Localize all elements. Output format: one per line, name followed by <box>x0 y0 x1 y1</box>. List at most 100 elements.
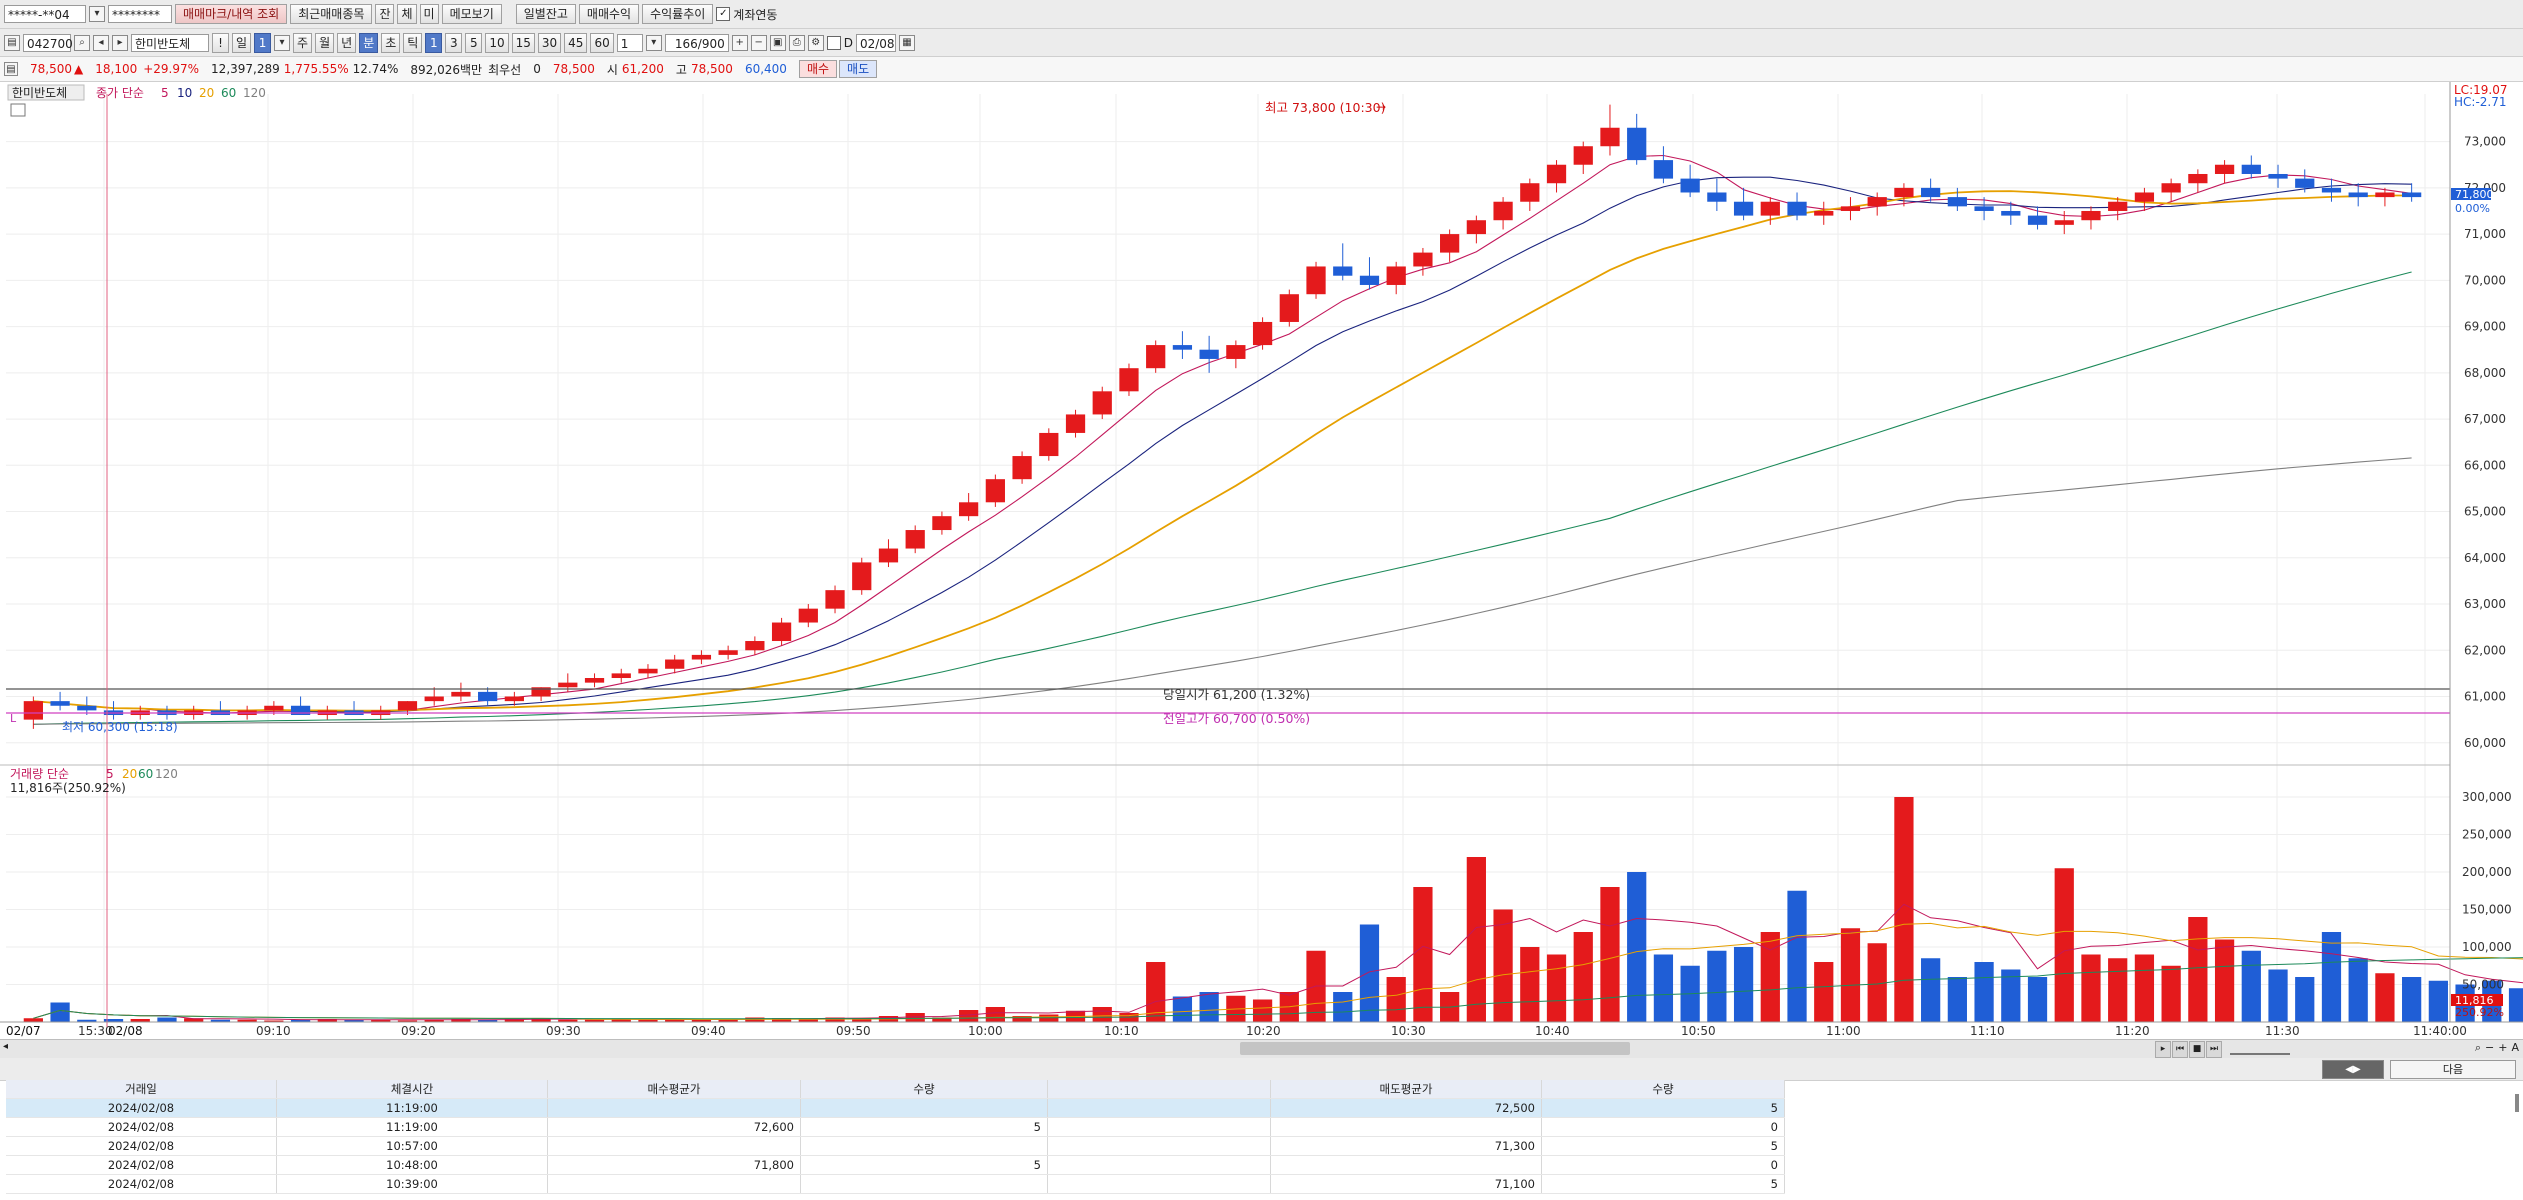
account-field[interactable]: *****-**04 <box>4 5 86 23</box>
search-icon[interactable]: ⌕ <box>74 35 90 51</box>
candle-body <box>1092 391 1112 415</box>
dropdown-icon[interactable]: ▾ <box>274 35 291 51</box>
trade-mark-query-button[interactable]: 매매마크/내역 조회 <box>175 4 288 24</box>
toggle-icon[interactable]: ◀▶ <box>2322 1060 2384 1079</box>
quote-menu-icon[interactable]: ▤ <box>4 62 18 76</box>
calendar-icon[interactable]: ▦ <box>898 35 915 51</box>
symbol-toolbar: ▤ 042700 ⌕ ◂ ▸ 한미반도체 ! 일 1 ▾ 주 월 년 분 초 틱… <box>0 29 2523 57</box>
table-row[interactable]: 2024/02/08 10:39:00 71,100 5 <box>6 1174 1785 1194</box>
candle-body <box>1440 234 1460 253</box>
period-day-button[interactable]: 일 <box>232 33 252 53</box>
minute-5-button[interactable]: 5 <box>465 33 483 53</box>
period-year-button[interactable]: 년 <box>337 33 357 53</box>
minute-15-button[interactable]: 15 <box>511 33 535 53</box>
minute-3-button[interactable]: 3 <box>445 33 463 53</box>
stop-icon[interactable]: ■ <box>2189 1041 2205 1058</box>
volume-bar <box>1600 887 1620 1022</box>
candle-body <box>1894 187 1914 198</box>
candle-body <box>2214 164 2235 174</box>
zoom-in-icon[interactable]: + <box>731 35 748 51</box>
candle-body <box>1680 178 1700 193</box>
scroll-left-icon[interactable]: ◂ <box>3 1041 9 1052</box>
next-button[interactable]: 다음 <box>2390 1060 2516 1079</box>
price-chart[interactable]: 73,000 72,000 71,000 70,000 69,000 68,000 67,0… <box>0 82 2523 1039</box>
col-buy-avg[interactable]: 매수평균가 <box>547 1080 801 1099</box>
minute-1-button[interactable]: 1 <box>425 33 443 53</box>
table-row[interactable]: 2024/02/08 11:19:00 72,500 5 <box>6 1098 1785 1118</box>
gear-icon[interactable]: ⚙ <box>807 35 824 51</box>
candle-body <box>985 479 1005 503</box>
unfilled-tab[interactable]: 미 <box>419 4 439 24</box>
minute-10-button[interactable]: 10 <box>485 33 509 53</box>
daily-balance-button[interactable]: 일별잔고 <box>515 4 576 24</box>
period-minute-button[interactable]: 분 <box>359 33 379 53</box>
chart-menu-icon[interactable]: ▤ <box>4 35 20 51</box>
filled-tab[interactable]: 체 <box>397 4 417 24</box>
volume-bar <box>1012 1016 1032 1022</box>
current-price-tag: 71,800 <box>2455 188 2494 201</box>
candle-body <box>478 691 498 702</box>
col-sell-qty[interactable]: 수량 <box>1541 1080 1785 1099</box>
minute-60-button[interactable]: 60 <box>590 33 614 53</box>
plus-icon[interactable]: + <box>2498 1041 2508 1054</box>
candle-body <box>1520 183 1540 202</box>
dropdown-icon[interactable]: ▾ <box>645 35 662 51</box>
minus-icon[interactable]: − <box>2485 1041 2495 1054</box>
volume-bar <box>478 1019 498 1022</box>
magnifier-icon[interactable]: ⌕ <box>2474 1041 2482 1054</box>
prev-symbol-icon[interactable]: ◂ <box>93 35 109 51</box>
ma120-line <box>33 457 2412 725</box>
col-sell-avg[interactable]: 매도평균가 <box>1270 1080 1542 1099</box>
recent-trades-button[interactable]: 최근매매종목 <box>290 4 373 24</box>
col-trade-date[interactable]: 거래일 <box>6 1080 277 1099</box>
volume-bar <box>2268 969 2288 1022</box>
period-second-button[interactable]: 초 <box>381 33 401 53</box>
table-row[interactable]: 2024/02/08 10:57:00 71,300 5 <box>6 1136 1785 1156</box>
candle-body <box>2161 183 2181 193</box>
info-button[interactable]: ! <box>212 33 229 53</box>
save-icon[interactable]: ▣ <box>769 35 786 51</box>
password-field[interactable]: ******** <box>108 5 172 23</box>
period-month-button[interactable]: 월 <box>315 33 335 53</box>
text-tool-icon[interactable]: A <box>2511 1041 2519 1054</box>
col-buy-qty[interactable]: 수량 <box>800 1080 1048 1099</box>
dropdown-icon[interactable]: ▾ <box>89 6 105 22</box>
volume-bar <box>2027 977 2048 1022</box>
table-row[interactable]: 2024/02/08 11:19:00 72,600 5 0 <box>6 1117 1785 1137</box>
return-trend-button[interactable]: 수익률추이 <box>642 4 714 24</box>
zoom-slider[interactable] <box>2230 1043 2290 1055</box>
table-row[interactable]: 2024/02/08 10:48:00 71,800 5 0 <box>6 1155 1785 1175</box>
period-tick-button[interactable]: 틱 <box>403 33 423 53</box>
volume-bar <box>1172 996 1193 1022</box>
account-link-checkbox[interactable]: ✓ <box>716 7 731 21</box>
trade-profit-button[interactable]: 매매수익 <box>578 4 640 24</box>
chart-scrollbar[interactable]: ◂ ▸ ⏮ ■ ⏭ ⌕ − + A <box>0 1039 2523 1059</box>
minute-45-button[interactable]: 45 <box>564 33 588 53</box>
table-scrollbar[interactable] <box>2515 1094 2519 1112</box>
sell-button[interactable]: 매도 <box>839 60 878 78</box>
next-symbol-icon[interactable]: ▸ <box>112 35 128 51</box>
print-icon[interactable]: ⎙ <box>788 35 805 51</box>
interval-field[interactable]: 1 <box>616 34 643 52</box>
scroll-right-icon[interactable]: ▸ <box>2155 1041 2171 1058</box>
count-field[interactable]: 166/900 <box>664 34 729 52</box>
last-page-icon[interactable]: ⏭ <box>2206 1041 2222 1058</box>
zoom-out-icon[interactable]: − <box>750 35 767 51</box>
scroll-thumb[interactable] <box>1240 1042 1630 1055</box>
minute-30-button[interactable]: 30 <box>537 33 562 53</box>
symbol-name-field[interactable]: 한미반도체 <box>131 34 209 52</box>
period-day-count[interactable]: 1 <box>254 33 272 53</box>
chart-canvas[interactable]: 73,00072,00071,00070,00069,00068,00067,0… <box>0 82 2523 1039</box>
candle-body <box>932 516 952 531</box>
candle-body <box>745 641 765 651</box>
balance-tab[interactable]: 잔 <box>375 4 395 24</box>
vma60-line <box>33 957 2523 1020</box>
date-field[interactable]: 02/08 <box>855 34 896 52</box>
first-page-icon[interactable]: ⏮ <box>2172 1041 2188 1058</box>
col-fill-time[interactable]: 체결시간 <box>276 1080 548 1099</box>
code-field[interactable]: 042700 <box>23 34 73 52</box>
period-week-button[interactable]: 주 <box>293 33 313 53</box>
memo-view-button[interactable]: 메모보기 <box>441 4 502 24</box>
buy-button[interactable]: 매수 <box>798 60 838 78</box>
date-checkbox[interactable] <box>826 36 841 50</box>
